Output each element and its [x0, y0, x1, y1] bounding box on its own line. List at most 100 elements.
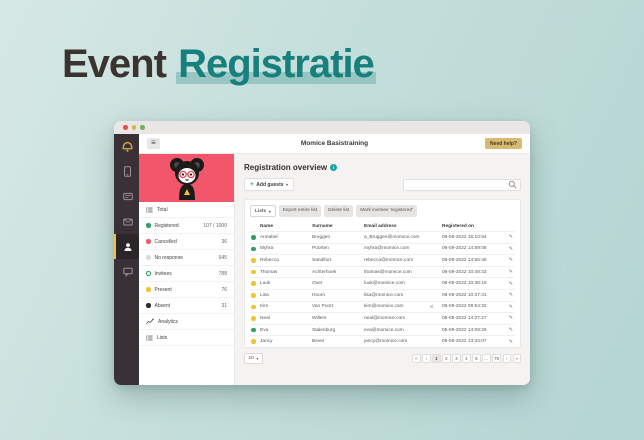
edit-icon[interactable]: ✎: [508, 257, 513, 264]
cell-surname: Stalenburg: [312, 327, 336, 333]
sidebar-item-present[interactable]: Present 76: [139, 282, 234, 298]
info-icon[interactable]: i: [330, 164, 338, 171]
header-email[interactable]: Email address: [364, 223, 397, 229]
table-row[interactable]: Rebecca Sandifort rebecca@momice.com 06-…: [250, 254, 515, 266]
sidebar-item-count: 76: [221, 286, 227, 293]
delete-list-button[interactable]: Delete list: [324, 205, 354, 217]
next-page-button[interactable]: ›: [502, 353, 511, 363]
need-help-button[interactable]: Need help?: [485, 138, 522, 149]
cell-email: a_Bruggen@momice.com: [364, 234, 420, 240]
cell-surname: Willers: [312, 315, 327, 321]
sidebar-item-registered[interactable]: Registered 107 / 1000: [139, 218, 234, 234]
sidebar-item-count: 645: [218, 254, 227, 261]
first-page-button[interactable]: «: [412, 353, 421, 363]
edit-icon[interactable]: ✎: [508, 303, 513, 310]
sidebar-item-label: Absent: [154, 302, 171, 309]
page-button[interactable]: 2: [442, 353, 451, 363]
cell-name: Myhra: [260, 246, 274, 252]
status-dot: [251, 281, 256, 286]
cell-name: Lisa: [260, 292, 269, 298]
edit-icon[interactable]: ✎: [508, 292, 513, 299]
minimize-window-icon[interactable]: [131, 125, 136, 130]
edit-icon[interactable]: ✎: [508, 234, 513, 241]
sidebar-item-analytics[interactable]: Analytics: [139, 314, 234, 330]
search-input[interactable]: [407, 181, 508, 188]
section-title: Registration overview: [244, 163, 328, 172]
pagination: « ‹ 1 2 3 4 5 … 79 › »: [412, 353, 521, 363]
table-row[interactable]: Luuk Over luuk@momice.com 06-09-2022 10:…: [250, 277, 515, 289]
app-title: Momice Basistraining: [300, 140, 369, 147]
momice-logo-icon[interactable]: [114, 134, 139, 159]
nav-rail-item-survey[interactable]: [114, 259, 139, 284]
sidebar-item-lists[interactable]: Lists: [139, 330, 234, 346]
mark-invitees-button[interactable]: Mark invitees 'registered': [356, 205, 417, 217]
edit-icon[interactable]: ✎: [508, 327, 513, 334]
cell-name: Rebecca: [260, 257, 279, 263]
maximize-window-icon[interactable]: [140, 125, 145, 130]
prev-page-button[interactable]: ‹: [422, 353, 431, 363]
export-list-button[interactable]: Export entire list: [278, 205, 322, 217]
page-size-dropdown[interactable]: 10 ▾: [244, 352, 263, 364]
sidebar-item-cancelled[interactable]: Cancelled 36: [139, 234, 234, 250]
last-page-button[interactable]: »: [512, 353, 521, 363]
status-dot: [251, 316, 256, 321]
sidebar-item-no-response[interactable]: No response 645: [139, 250, 234, 266]
page-title-dark: Event: [62, 42, 167, 86]
momice-logo-glyph: [122, 141, 133, 152]
table-row[interactable]: Myhra Poorten myhra@momice.com 06-09-202…: [250, 242, 515, 255]
add-guests-label: Add guests: [256, 181, 284, 188]
table-row[interactable]: Kim Van Poort kim@momice.com nl 06-09-20…: [250, 300, 515, 313]
cell-email: luuk@momice.com: [364, 281, 405, 287]
nav-rail-item-registration[interactable]: [114, 184, 139, 209]
header-name[interactable]: Name: [260, 223, 274, 229]
add-guests-button[interactable]: + Add guests ▾: [244, 178, 295, 191]
app-header: ≡ Momice Basistraining Need help?: [139, 134, 530, 154]
header-surname[interactable]: Surname: [312, 223, 333, 229]
table-row[interactable]: Lisa Hoorn lisa@momice.com 06-09-2022 10…: [250, 288, 515, 301]
chevron-down-icon: ▾: [286, 182, 289, 187]
sidebar-item-total[interactable]: Total: [139, 202, 234, 218]
search-box[interactable]: [403, 178, 521, 191]
edit-icon[interactable]: ✎: [508, 245, 513, 252]
close-window-icon[interactable]: [123, 125, 128, 130]
chevron-down-icon: ▾: [268, 208, 271, 214]
page-button[interactable]: 79: [492, 353, 501, 363]
sidebar-item-count: 788: [218, 270, 227, 277]
sidebar-item-absent[interactable]: Absent 31: [139, 298, 234, 314]
main-panel: Registration overview i + Add guests ▾: [235, 154, 530, 385]
status-dot: [146, 287, 151, 292]
momice-mascot: [169, 158, 204, 200]
cell-date: 06-09-2022 14:56:48: [442, 257, 487, 263]
table-row[interactable]: Neal Willers neal@momice.com 05-09-2022 …: [250, 312, 515, 324]
lists-dropdown[interactable]: Lists ▾: [250, 205, 276, 217]
list-icon: [146, 206, 153, 213]
table-row[interactable]: Thomas Achterhoek thomas@momice.com 06-0…: [250, 265, 515, 278]
sidebar-item-invitees[interactable]: Invitees 788: [139, 266, 234, 282]
nav-rail-item-website[interactable]: [114, 159, 139, 184]
header-registered-on[interactable]: Registered on: [442, 223, 474, 229]
page-size-value: 10: [248, 355, 254, 361]
page-button[interactable]: 1: [432, 353, 441, 363]
table-row[interactable]: Jancy Bever jancy@momice.com 05-09-2022 …: [250, 335, 515, 347]
table-row[interactable]: Annabel Bruggen a_Bruggen@momice.com 06-…: [250, 231, 515, 243]
page-button[interactable]: 3: [452, 353, 461, 363]
page-button[interactable]: 5: [472, 353, 481, 363]
page-button[interactable]: 4: [462, 353, 471, 363]
chevron-down-icon: ▾: [256, 355, 259, 361]
cell-email: eva@momice.com: [364, 327, 404, 333]
edit-icon[interactable]: ✎: [508, 315, 513, 322]
card-icon: [122, 192, 133, 201]
sidebar-item-count: 31: [221, 302, 227, 309]
table-row[interactable]: Eva Stalenburg eva@momice.com 05-09-2022…: [250, 323, 515, 336]
edit-icon[interactable]: ✎: [508, 338, 513, 345]
hamburger-menu-icon[interactable]: ≡: [147, 138, 160, 149]
edit-icon[interactable]: ✎: [508, 269, 513, 276]
sidebar-item-label: Present: [154, 286, 172, 293]
status-dot: [146, 271, 151, 276]
sidebar-item-count: 107 / 1000: [203, 222, 227, 229]
search-icon[interactable]: [508, 180, 517, 189]
cell-date: 06-09-2022 10:37:31: [442, 292, 487, 298]
nav-rail-item-mail[interactable]: [114, 209, 139, 234]
edit-icon[interactable]: ✎: [508, 280, 513, 287]
nav-rail-item-guests[interactable]: [114, 234, 139, 259]
